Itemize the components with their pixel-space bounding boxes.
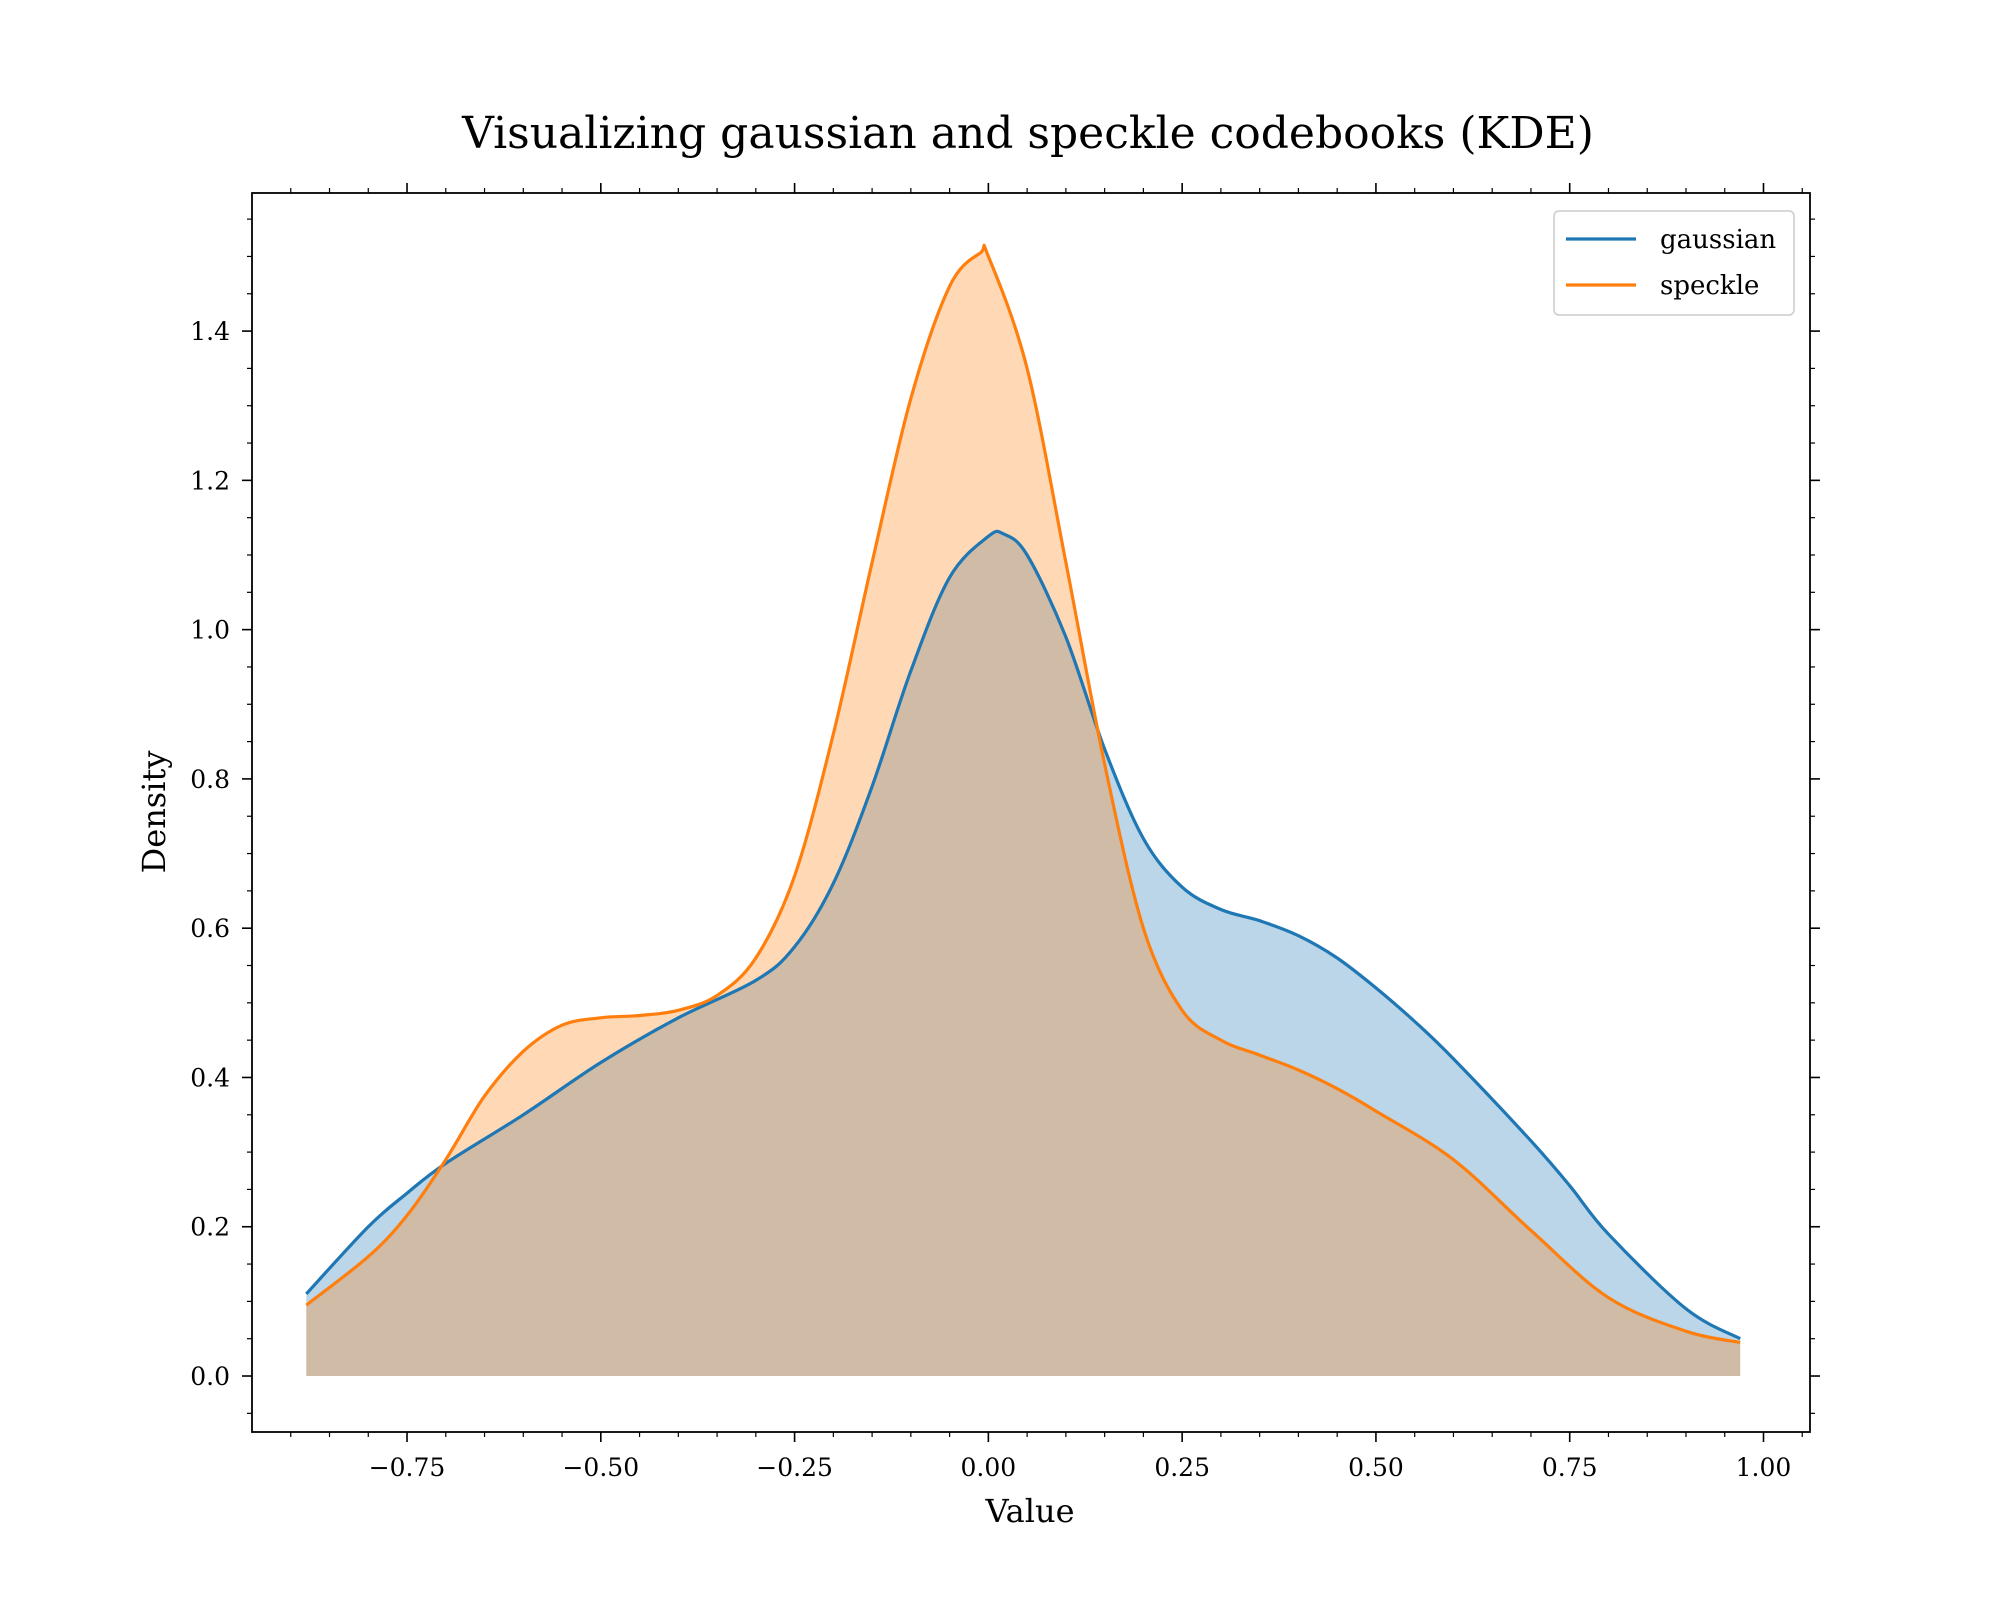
axes-frame xyxy=(251,192,1811,1433)
x-tick-label: −0.25 xyxy=(756,1453,833,1482)
y-tick-label: 1.2 xyxy=(190,466,230,495)
speckle-line xyxy=(305,243,1741,1344)
y-tick-label: 0.8 xyxy=(190,765,230,794)
axis-ticks: −0.75 −0.50 −0.25 0.00 0.25 0.50 0.75 1.00 0.0 0.… xyxy=(190,183,1820,1482)
x-tick-label: −0.50 xyxy=(562,1453,639,1482)
x-tick-label: 0.00 xyxy=(961,1453,1017,1482)
x-axis-label: Value xyxy=(984,1492,1074,1530)
legend-label-speckle: speckle xyxy=(1660,271,1759,301)
x-tick-label: −0.75 xyxy=(369,1453,446,1482)
y-tick-label: 0.0 xyxy=(190,1362,230,1391)
y-tick-label: 0.4 xyxy=(190,1063,230,1092)
y-tick-label: 0.6 xyxy=(190,914,230,943)
speckle-fill xyxy=(306,245,1741,1376)
x-tick-label: 1.00 xyxy=(1736,1453,1792,1482)
y-tick-label: 1.0 xyxy=(190,616,230,645)
y-axis-label: Density xyxy=(135,751,173,874)
legend-label-gaussian: gaussian xyxy=(1660,225,1776,255)
gaussian-line xyxy=(305,529,1741,1341)
y-tick-label: 1.4 xyxy=(190,317,230,346)
gaussian-fill xyxy=(306,531,1741,1376)
legend: gaussian speckle xyxy=(1553,210,1795,316)
density-fills xyxy=(306,245,1741,1376)
x-tick-label: 0.75 xyxy=(1542,1453,1598,1482)
x-tick-label: 0.50 xyxy=(1348,1453,1404,1482)
y-tick-label: 0.2 xyxy=(190,1213,230,1242)
chart-title: Visualizing gaussian and speckle codeboo… xyxy=(461,108,1594,159)
x-tick-label: 0.25 xyxy=(1154,1453,1210,1482)
density-lines xyxy=(305,243,1741,1344)
legend-box xyxy=(1553,210,1795,316)
